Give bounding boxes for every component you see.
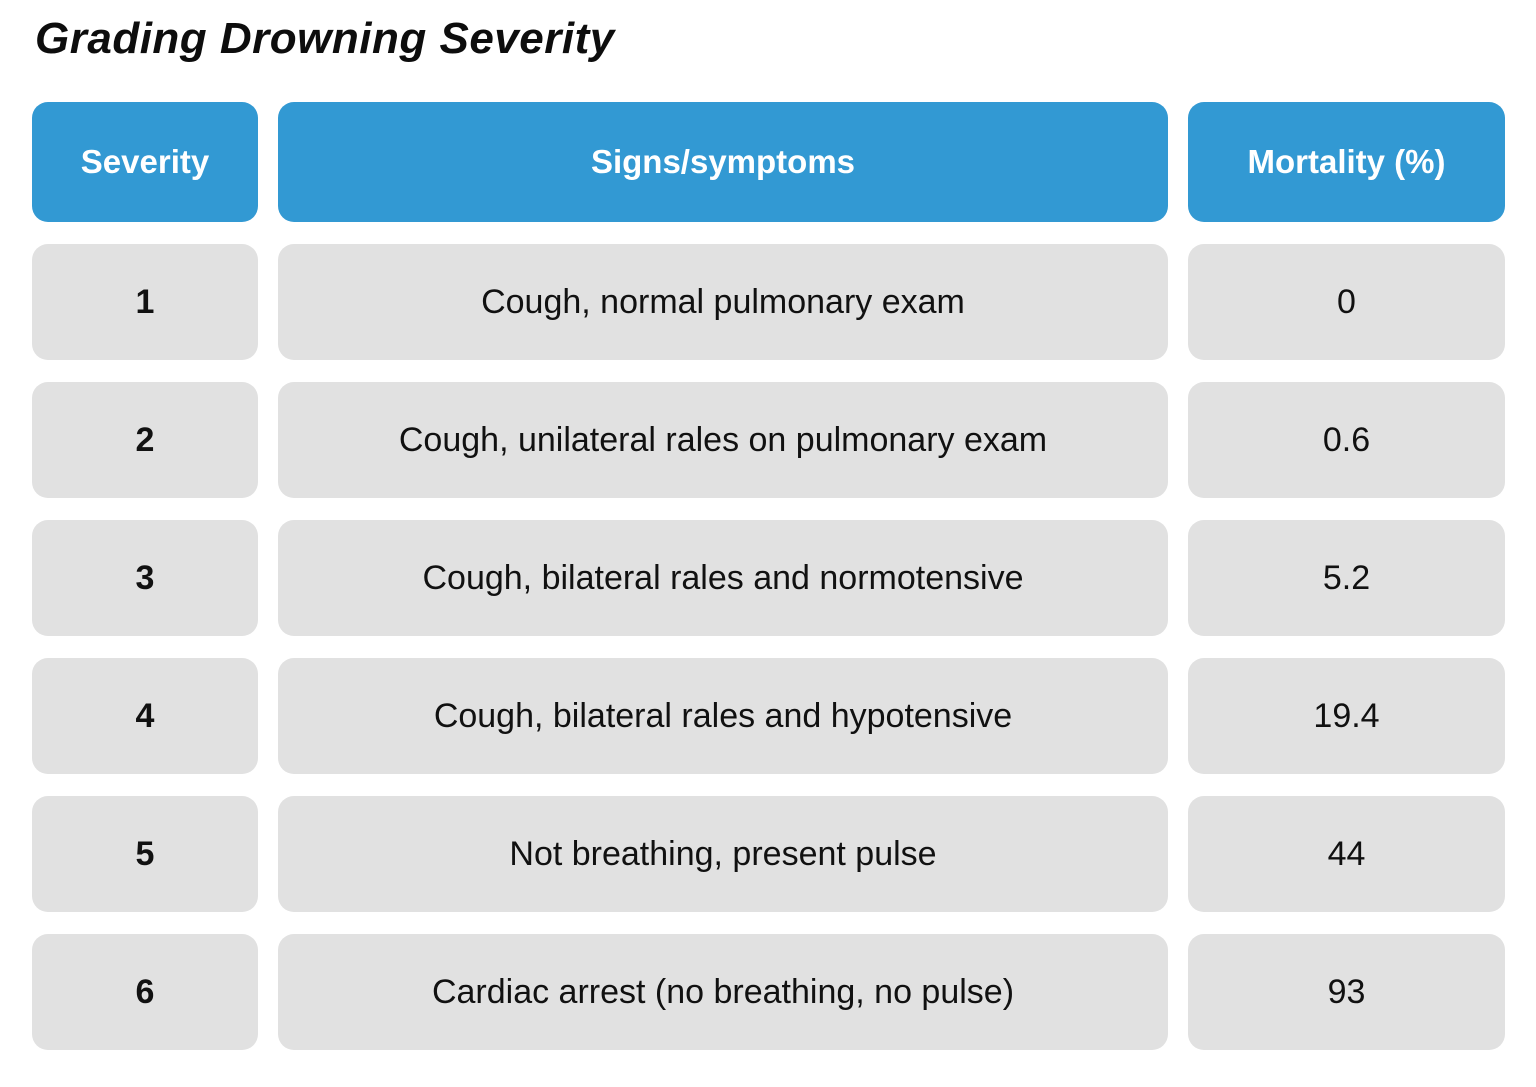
signs-cell-row-3: Cough, bilateral rales and normotensive (278, 520, 1168, 636)
severity-cell-row-4: 4 (32, 658, 258, 774)
severity-cell-row-3: 3 (32, 520, 258, 636)
mortality-cell-row-4: 19.4 (1188, 658, 1505, 774)
mortality-cell-row-2: 0.6 (1188, 382, 1505, 498)
page-title: Grading Drowning Severity (35, 14, 615, 63)
signs-cell-row-4: Cough, bilateral rales and hypotensive (278, 658, 1168, 774)
header-cell-signs: Signs/symptoms (278, 102, 1168, 222)
severity-cell-row-6: 6 (32, 934, 258, 1050)
signs-cell-row-1: Cough, normal pulmonary exam (278, 244, 1168, 360)
mortality-cell-row-3: 5.2 (1188, 520, 1505, 636)
severity-table: Severity Signs/symptoms Mortality (%) 1 … (32, 102, 1505, 1050)
mortality-cell-row-5: 44 (1188, 796, 1505, 912)
mortality-cell-row-1: 0 (1188, 244, 1505, 360)
mortality-cell-row-6: 93 (1188, 934, 1505, 1050)
severity-cell-row-2: 2 (32, 382, 258, 498)
header-cell-severity: Severity (32, 102, 258, 222)
signs-cell-row-6: Cardiac arrest (no breathing, no pulse) (278, 934, 1168, 1050)
header-cell-mortality: Mortality (%) (1188, 102, 1505, 222)
severity-cell-row-1: 1 (32, 244, 258, 360)
signs-cell-row-2: Cough, unilateral rales on pulmonary exa… (278, 382, 1168, 498)
signs-cell-row-5: Not breathing, present pulse (278, 796, 1168, 912)
severity-cell-row-5: 5 (32, 796, 258, 912)
